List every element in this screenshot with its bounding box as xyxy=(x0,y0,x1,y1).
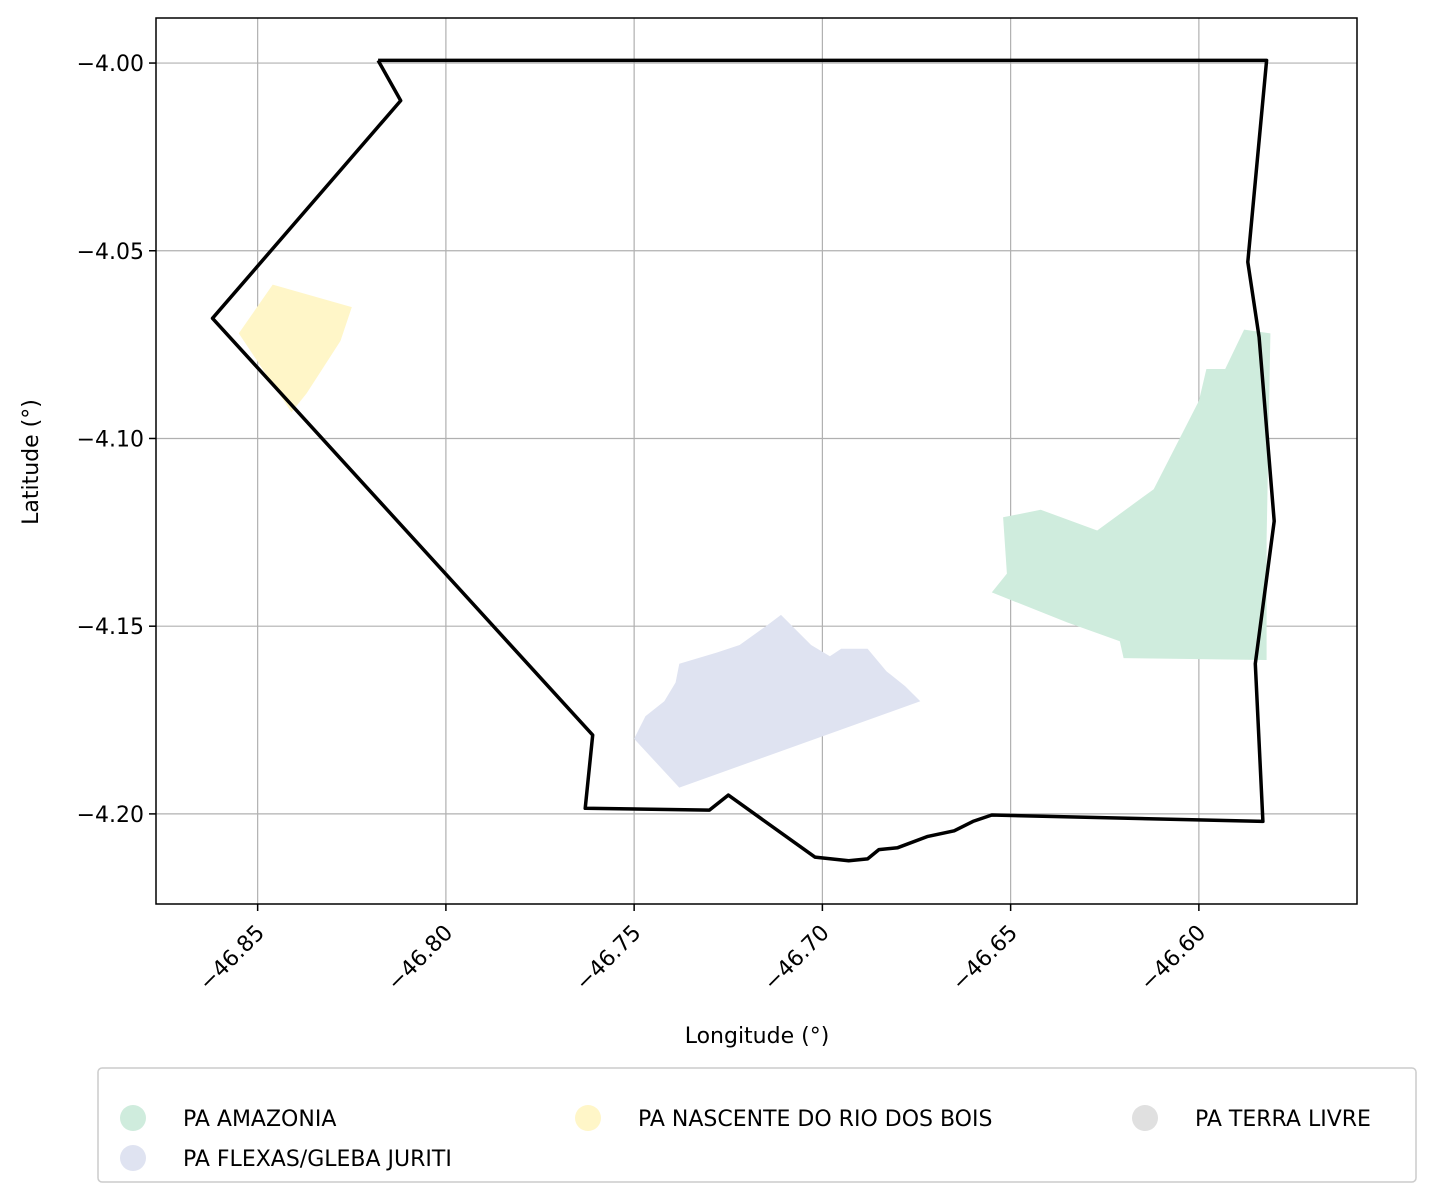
legend-marker xyxy=(120,1105,146,1131)
x-tick-label: −46.85 xyxy=(195,921,270,996)
x-axis-label: Longitude (°) xyxy=(685,1024,830,1049)
settlement-pa-nascente-do-rio-dos-bois xyxy=(238,284,352,413)
y-tick-label: −4.00 xyxy=(77,52,144,77)
x-ticks: −46.85 −46.80 −46.75 −46.70 −46.65 −46.60 xyxy=(195,904,1211,996)
x-tick-label: −46.80 xyxy=(383,921,458,996)
y-tick-label: −4.20 xyxy=(77,803,144,828)
legend-label: PA FLEXAS/GLEBA JURITI xyxy=(183,1147,452,1172)
legend-marker xyxy=(120,1145,146,1171)
boundary-line xyxy=(210,58,1276,863)
legend-label: PA AMAZONIA xyxy=(183,1107,336,1132)
legend-frame xyxy=(97,1067,1417,1183)
y-tick-label: −4.10 xyxy=(77,427,144,452)
legend-label: PA TERRA LIVRE xyxy=(1195,1107,1371,1132)
y-ticks: −4.00 −4.05 −4.10 −4.15 −4.20 xyxy=(77,52,156,828)
legend-label: PA NASCENTE DO RIO DOS BOIS xyxy=(638,1107,992,1132)
x-tick-label: −46.70 xyxy=(759,921,834,996)
settlement-pa-flexas-gleba-juriti xyxy=(634,614,921,788)
x-tick-label: −46.65 xyxy=(948,921,1023,996)
y-tick-label: −4.15 xyxy=(77,615,144,640)
x-tick-label: −46.75 xyxy=(571,921,646,996)
y-tick-label: −4.05 xyxy=(77,240,144,265)
settlement-polygons xyxy=(238,284,1271,788)
municipality-boundary xyxy=(210,58,1276,863)
y-axis-label: Latitude (°) xyxy=(19,399,44,525)
legend-marker xyxy=(575,1105,601,1131)
x-tick-label: −46.60 xyxy=(1136,921,1211,996)
axes-frame xyxy=(155,17,1358,905)
legend: PA AMAZONIA PA FLEXAS/GLEBA JURITI PA NASC… xyxy=(97,1067,1417,1183)
settlement-pa-amazonia xyxy=(991,329,1271,660)
legend-marker xyxy=(1132,1105,1158,1131)
